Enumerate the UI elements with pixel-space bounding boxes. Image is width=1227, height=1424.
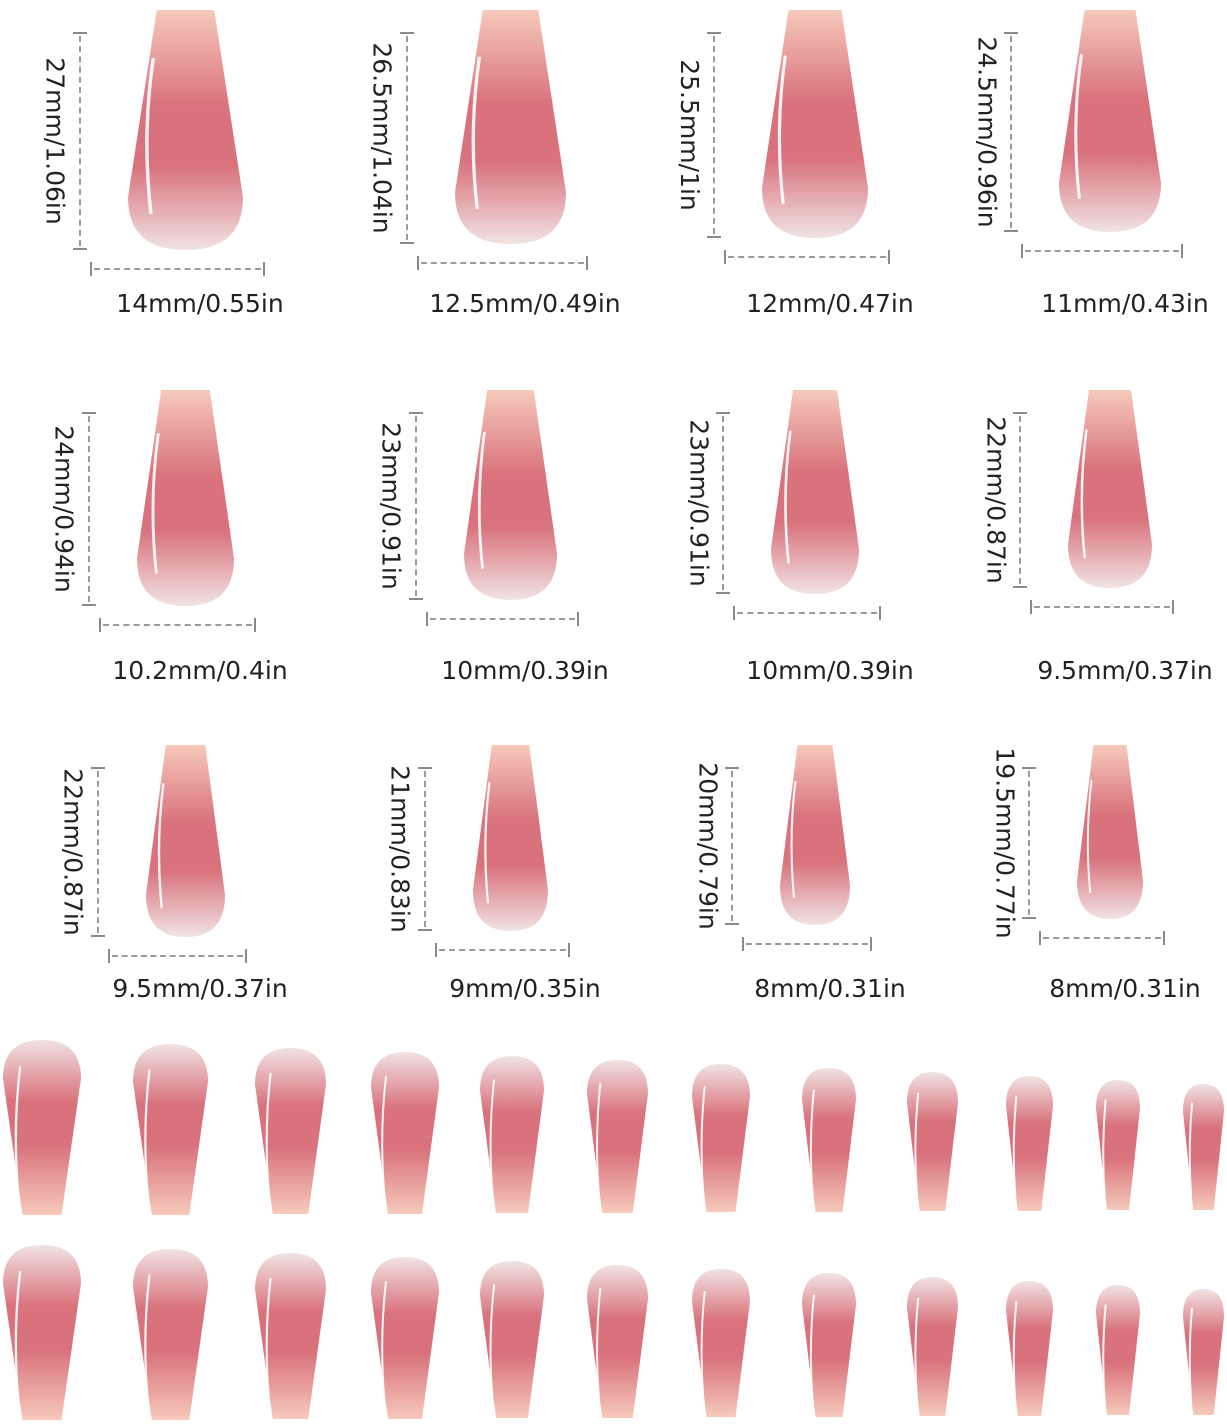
width-dimension-line <box>416 256 588 270</box>
measured-nail <box>780 745 850 929</box>
nail-set-item <box>3 1040 81 1219</box>
nail-set-item <box>480 1261 544 1422</box>
nail-set-item <box>586 1060 648 1217</box>
width-dimension-line <box>1021 244 1183 258</box>
width-dimension-line <box>1030 600 1174 614</box>
measured-nail <box>463 390 557 604</box>
width-dimension-line <box>89 262 265 276</box>
length-label: 22mm/0.87in <box>981 416 1011 584</box>
length-dimension-line <box>72 32 87 250</box>
length-dimension-line <box>408 412 423 600</box>
width-label: 11mm/0.43in <box>1041 289 1209 318</box>
width-label: 10mm/0.39in <box>441 656 609 685</box>
nail-set-item <box>1096 1285 1140 1419</box>
length-dimension-line <box>81 412 96 606</box>
nail-set-item <box>480 1056 544 1217</box>
width-dimension-line <box>1039 931 1165 945</box>
nail-set-item <box>692 1269 750 1421</box>
width-dimension-line <box>742 937 872 951</box>
length-dimension-line <box>716 412 730 594</box>
width-label: 14mm/0.55in <box>116 289 284 318</box>
width-dimension-line <box>434 943 570 957</box>
nail-set-item <box>371 1052 439 1218</box>
nail-set-item <box>132 1249 208 1424</box>
width-dimension-line <box>733 606 881 620</box>
measured-nail <box>762 10 868 242</box>
nail-set-item <box>692 1064 750 1216</box>
measured-nail <box>454 10 566 248</box>
measured-nail <box>771 390 859 598</box>
length-label: 23mm/0.91in <box>376 422 406 590</box>
nail-set-item <box>906 1072 958 1215</box>
nail-set-item <box>586 1265 648 1422</box>
width-label: 8mm/0.31in <box>1049 974 1201 1003</box>
nail-set-item <box>802 1273 856 1421</box>
nail-set-item <box>1182 1289 1224 1419</box>
length-dimension-line <box>1013 412 1027 588</box>
measured-nail <box>1077 745 1143 923</box>
length-label: 23mm/0.91in <box>684 419 714 587</box>
nail-set-item <box>1182 1084 1224 1214</box>
length-label: 24mm/0.94in <box>49 425 79 593</box>
length-label: 20mm/0.79in <box>693 762 723 930</box>
width-dimension-line <box>724 250 890 264</box>
length-dimension-line <box>1004 32 1018 232</box>
width-dimension-line <box>425 612 579 626</box>
length-dimension-line <box>399 32 414 244</box>
nail-set-item <box>906 1277 958 1420</box>
length-label: 19.5mm/0.77in <box>990 747 1020 939</box>
length-label: 26.5mm/1.04in <box>367 42 397 234</box>
length-dimension-line <box>707 32 721 238</box>
width-label: 10mm/0.39in <box>746 656 914 685</box>
length-dimension-line <box>90 767 105 937</box>
length-label: 24.5mm/0.96in <box>972 36 1002 228</box>
length-label: 25.5mm/1in <box>674 59 704 211</box>
measured-nail <box>136 390 234 610</box>
nail-set-item <box>254 1253 326 1423</box>
width-dimension-line <box>98 618 256 632</box>
measured-nail <box>145 745 225 941</box>
length-dimension-line <box>1022 767 1036 919</box>
length-label: 22mm/0.87in <box>58 768 88 936</box>
measured-nail <box>1059 10 1161 236</box>
length-dimension-line <box>725 767 739 925</box>
nail-set-item <box>3 1245 81 1424</box>
measured-nail <box>127 10 243 254</box>
length-label: 27mm/1.06in <box>40 57 70 225</box>
width-dimension-line <box>107 949 247 963</box>
width-label: 8mm/0.31in <box>754 974 906 1003</box>
nail-set-item <box>1096 1080 1140 1214</box>
measured-nail <box>472 745 548 935</box>
nail-set-item <box>254 1048 326 1218</box>
nail-set-item <box>132 1044 208 1219</box>
nail-set-item <box>371 1257 439 1423</box>
width-label: 9.5mm/0.37in <box>112 974 288 1003</box>
width-label: 12mm/0.47in <box>746 289 914 318</box>
nail-set-item <box>802 1068 856 1216</box>
width-label: 12.5mm/0.49in <box>429 289 621 318</box>
length-dimension-line <box>417 767 432 931</box>
width-label: 9.5mm/0.37in <box>1037 656 1213 685</box>
width-label: 9mm/0.35in <box>449 974 601 1003</box>
nail-set-item <box>1005 1076 1053 1215</box>
nail-set-item <box>1005 1281 1053 1420</box>
width-label: 10.2mm/0.4in <box>112 656 288 685</box>
measured-nail <box>1068 390 1152 592</box>
length-label: 21mm/0.83in <box>385 765 415 933</box>
